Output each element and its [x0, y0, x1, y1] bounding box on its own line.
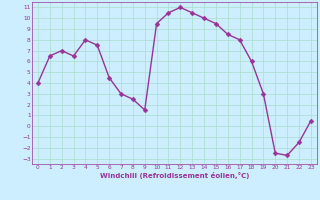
X-axis label: Windchill (Refroidissement éolien,°C): Windchill (Refroidissement éolien,°C) [100, 172, 249, 179]
